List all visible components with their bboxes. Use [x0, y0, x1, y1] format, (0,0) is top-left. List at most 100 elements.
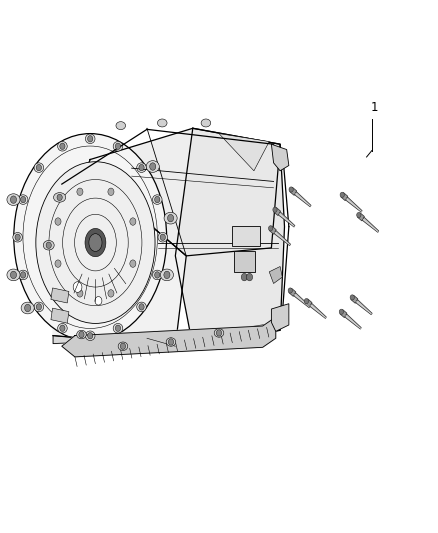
Polygon shape [274, 230, 290, 246]
Polygon shape [86, 128, 280, 256]
Polygon shape [53, 322, 280, 346]
Circle shape [273, 207, 277, 212]
Ellipse shape [58, 141, 67, 151]
Polygon shape [175, 128, 285, 346]
Ellipse shape [36, 161, 155, 324]
Ellipse shape [166, 338, 176, 346]
Circle shape [57, 194, 62, 200]
Circle shape [79, 332, 84, 338]
Circle shape [288, 288, 293, 293]
Circle shape [115, 143, 120, 149]
Bar [51, 308, 69, 323]
Circle shape [95, 296, 102, 305]
Circle shape [130, 218, 136, 225]
Polygon shape [278, 212, 295, 227]
Circle shape [21, 272, 26, 278]
Circle shape [289, 187, 293, 192]
Circle shape [21, 196, 26, 203]
Polygon shape [362, 217, 379, 232]
Circle shape [11, 271, 17, 279]
Ellipse shape [58, 324, 67, 333]
Polygon shape [269, 266, 283, 284]
Polygon shape [357, 213, 364, 221]
Polygon shape [62, 317, 276, 357]
Polygon shape [293, 293, 310, 308]
Ellipse shape [113, 324, 123, 333]
Ellipse shape [77, 330, 86, 339]
Circle shape [55, 260, 61, 268]
Circle shape [77, 289, 83, 297]
Circle shape [88, 135, 93, 142]
Circle shape [268, 225, 273, 231]
Ellipse shape [158, 232, 168, 242]
Ellipse shape [53, 291, 66, 301]
Polygon shape [305, 299, 312, 307]
Ellipse shape [85, 229, 106, 257]
Circle shape [36, 304, 42, 310]
Circle shape [241, 273, 247, 281]
Circle shape [108, 188, 114, 196]
Circle shape [139, 165, 144, 171]
Polygon shape [269, 226, 276, 234]
Circle shape [115, 325, 120, 332]
Ellipse shape [14, 134, 166, 341]
Circle shape [15, 234, 20, 240]
Ellipse shape [201, 119, 211, 127]
Circle shape [60, 143, 65, 149]
Polygon shape [356, 300, 372, 315]
Polygon shape [340, 310, 347, 318]
Polygon shape [272, 144, 289, 171]
Polygon shape [351, 295, 358, 303]
Ellipse shape [164, 212, 177, 224]
Ellipse shape [146, 160, 159, 172]
Circle shape [46, 242, 51, 248]
Circle shape [168, 339, 173, 345]
Text: 1: 1 [370, 101, 378, 115]
Ellipse shape [34, 163, 44, 172]
Polygon shape [274, 207, 280, 215]
Ellipse shape [34, 302, 44, 312]
Polygon shape [346, 197, 362, 212]
Circle shape [340, 192, 344, 197]
Circle shape [164, 271, 170, 279]
Circle shape [60, 325, 65, 332]
Ellipse shape [7, 194, 20, 206]
Circle shape [339, 309, 343, 314]
Polygon shape [294, 191, 311, 207]
Circle shape [304, 298, 308, 304]
Circle shape [155, 196, 160, 203]
Polygon shape [53, 170, 186, 346]
Ellipse shape [89, 233, 102, 252]
Ellipse shape [152, 270, 162, 280]
Ellipse shape [137, 302, 146, 312]
Circle shape [11, 196, 17, 204]
Ellipse shape [152, 195, 162, 204]
Circle shape [350, 295, 354, 300]
Polygon shape [345, 314, 361, 329]
Circle shape [108, 289, 114, 297]
Circle shape [130, 260, 136, 268]
Bar [51, 288, 69, 303]
Polygon shape [290, 187, 297, 196]
Ellipse shape [18, 270, 28, 280]
Ellipse shape [7, 269, 20, 281]
Ellipse shape [21, 302, 34, 314]
Ellipse shape [85, 331, 95, 341]
Circle shape [36, 165, 42, 171]
Ellipse shape [214, 329, 224, 337]
Polygon shape [272, 304, 289, 332]
Circle shape [160, 234, 166, 240]
Circle shape [216, 330, 222, 336]
Circle shape [55, 218, 61, 225]
Bar [234, 251, 255, 272]
Polygon shape [341, 192, 348, 201]
Polygon shape [310, 303, 326, 319]
Ellipse shape [43, 240, 54, 250]
Circle shape [155, 272, 160, 278]
Circle shape [88, 333, 93, 339]
Ellipse shape [137, 163, 146, 172]
Circle shape [120, 343, 126, 350]
Circle shape [77, 188, 83, 196]
Circle shape [57, 293, 62, 299]
Circle shape [73, 282, 82, 293]
